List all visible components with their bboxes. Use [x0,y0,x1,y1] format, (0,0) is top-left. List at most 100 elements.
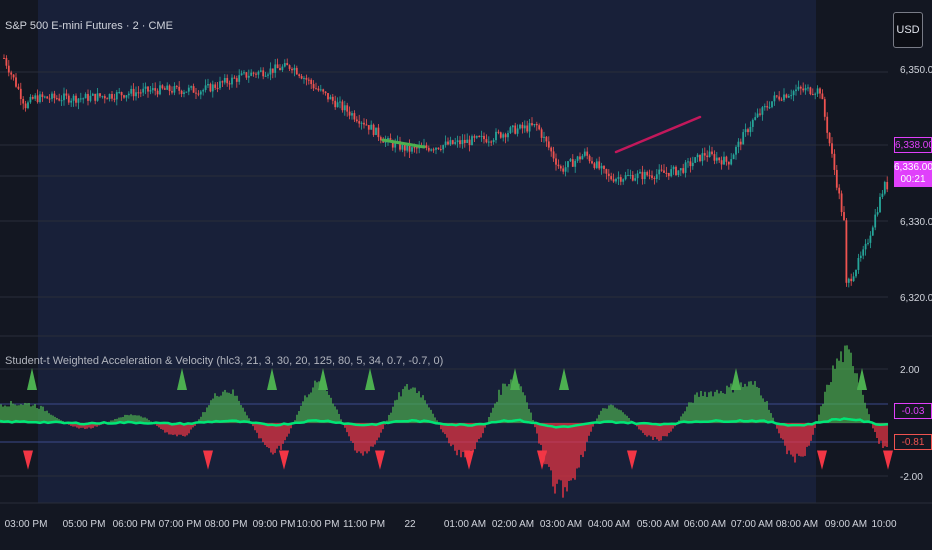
acceleration-bar [12,403,14,423]
acceleration-bar [368,423,370,452]
acceleration-bar [372,423,374,447]
price-axis-label: 6,350.00 [900,65,932,76]
acceleration-bar [158,423,160,428]
candle-body [115,92,118,100]
candle-body [288,65,291,69]
acceleration-bar [780,423,782,439]
acceleration-bar [790,423,792,455]
acceleration-bar [814,423,816,428]
acceleration-bar [120,417,122,423]
candle-body [569,159,572,162]
acceleration-bar [470,423,472,451]
acceleration-bar [886,423,888,447]
acceleration-bar [610,404,612,423]
acceleration-bar [502,383,504,423]
acceleration-bar [254,423,256,431]
acceleration-bar [574,423,576,480]
currency-button[interactable]: USD [893,12,923,48]
candle-body [319,89,322,91]
acceleration-bar [222,391,224,423]
acceleration-bar [572,423,574,479]
indicator-title[interactable]: Student-t Weighted Acceleration & Veloci… [5,355,444,367]
candle-body [276,64,279,69]
acceleration-bar [182,423,184,436]
acceleration-bar [112,420,114,423]
acceleration-bar [670,423,672,432]
acceleration-bar [728,387,730,423]
acceleration-bar [18,405,20,423]
candle-body [252,72,255,74]
acceleration-bar [628,417,630,423]
acceleration-bar [862,394,864,423]
acceleration-bar [456,423,458,456]
acceleration-bar [312,387,314,423]
acceleration-bar [800,423,802,457]
candle-body [408,144,411,152]
acceleration-bar [796,423,798,454]
velocity-line [0,417,889,429]
acceleration-bar [764,401,766,423]
candle-body [343,105,346,111]
acceleration-bar [846,345,848,423]
acceleration-bar [576,423,578,469]
candle-body [411,147,413,152]
acceleration-bar [460,423,462,458]
acceleration-bar [218,396,220,423]
candle-body [274,64,277,73]
candle-body [192,86,195,93]
acceleration-bar [348,423,350,437]
acceleration-bar [412,387,414,423]
acceleration-bar [256,423,258,433]
acceleration-bar [402,389,404,423]
acceleration-bar [396,399,398,423]
symbol-title[interactable]: S&P 500 E-mini Futures · 2 · CME [5,20,173,32]
candle-body [449,140,452,145]
acceleration-bar [248,418,250,423]
candle-body [451,140,454,144]
acceleration-bar [138,415,140,423]
acceleration-bar [562,423,564,498]
acceleration-bar [640,423,642,431]
candle-body [221,81,224,83]
candle-body [523,125,526,129]
candle-body [528,123,531,132]
acceleration-bar [484,423,486,428]
acceleration-bar [826,384,828,423]
acceleration-bar [52,415,54,423]
candle-body [610,176,613,180]
candle-body [144,86,147,89]
acceleration-bar [390,412,392,423]
acceleration-bar [560,423,562,481]
acceleration-bar [582,423,584,458]
candle-body [581,155,584,160]
acceleration-bar [186,423,188,436]
candle-body [3,58,5,59]
candle-body [838,187,841,194]
acceleration-bar [384,423,386,425]
candle-body [826,116,829,133]
candle-body [406,144,409,151]
candle-body [190,86,193,88]
candle-body [139,92,142,94]
candle-body [341,101,344,111]
acceleration-bar [762,398,764,423]
acceleration-bar [374,423,376,445]
candle-body [432,149,435,151]
acceleration-bar [72,423,74,427]
candle-body [327,93,329,100]
acceleration-bar [654,423,656,437]
acceleration-bar [370,423,372,447]
spike-up-marker [267,368,277,390]
acceleration-bar [416,393,418,423]
acceleration-bar [418,391,420,423]
candle-body [279,68,281,71]
candle-body [113,98,116,100]
acceleration-bar [116,418,118,423]
candle-body [271,68,274,73]
acceleration-bar [216,395,218,423]
spike-down-marker [279,450,289,470]
acceleration-bar [164,423,166,433]
acceleration-bar [788,423,790,451]
candle-body [240,73,243,76]
